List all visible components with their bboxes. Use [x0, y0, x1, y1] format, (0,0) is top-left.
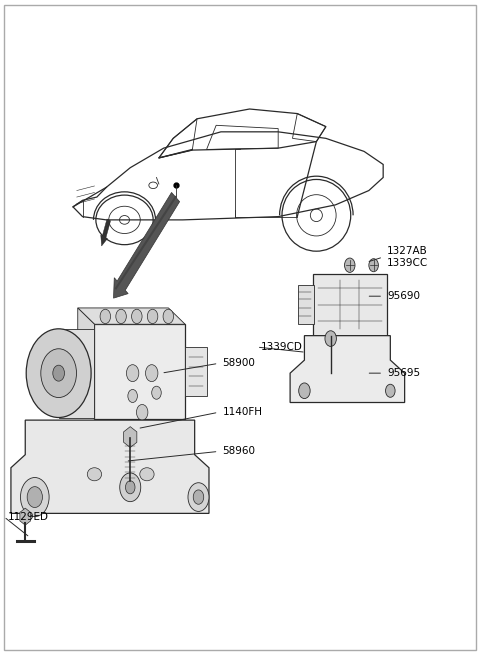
Circle shape [21, 477, 49, 517]
Circle shape [136, 404, 148, 420]
Polygon shape [59, 329, 95, 417]
Circle shape [116, 309, 126, 324]
Text: 1140FH: 1140FH [222, 407, 263, 417]
Circle shape [27, 487, 42, 508]
Text: 95690: 95690 [387, 291, 420, 301]
Circle shape [299, 383, 310, 399]
FancyArrow shape [101, 219, 110, 246]
Circle shape [125, 481, 135, 494]
Text: 58900: 58900 [222, 358, 255, 368]
Text: 58960: 58960 [222, 447, 255, 457]
Ellipse shape [140, 468, 154, 481]
Circle shape [41, 348, 76, 398]
Circle shape [126, 365, 139, 382]
Circle shape [145, 365, 158, 382]
Circle shape [345, 258, 355, 272]
FancyArrow shape [114, 193, 180, 298]
FancyBboxPatch shape [313, 274, 387, 335]
FancyBboxPatch shape [185, 347, 206, 396]
Circle shape [120, 473, 141, 502]
Circle shape [325, 331, 336, 346]
Text: 95695: 95695 [387, 368, 420, 378]
Circle shape [132, 309, 142, 324]
Circle shape [188, 483, 209, 512]
Text: 1339CD: 1339CD [261, 342, 302, 352]
Circle shape [369, 259, 378, 272]
Text: 1129ED: 1129ED [8, 512, 48, 521]
Circle shape [26, 329, 91, 417]
Polygon shape [11, 420, 209, 514]
Circle shape [100, 309, 110, 324]
Circle shape [385, 384, 395, 398]
Text: 1327AB
1339CC: 1327AB 1339CC [387, 246, 428, 268]
Polygon shape [290, 335, 405, 403]
Polygon shape [78, 308, 185, 324]
Circle shape [193, 490, 204, 504]
Polygon shape [78, 308, 95, 419]
Circle shape [163, 309, 174, 324]
Circle shape [152, 386, 161, 400]
Circle shape [53, 365, 64, 381]
Circle shape [128, 390, 137, 403]
FancyBboxPatch shape [95, 324, 185, 419]
Circle shape [147, 309, 158, 324]
FancyBboxPatch shape [298, 285, 314, 324]
Ellipse shape [87, 468, 102, 481]
